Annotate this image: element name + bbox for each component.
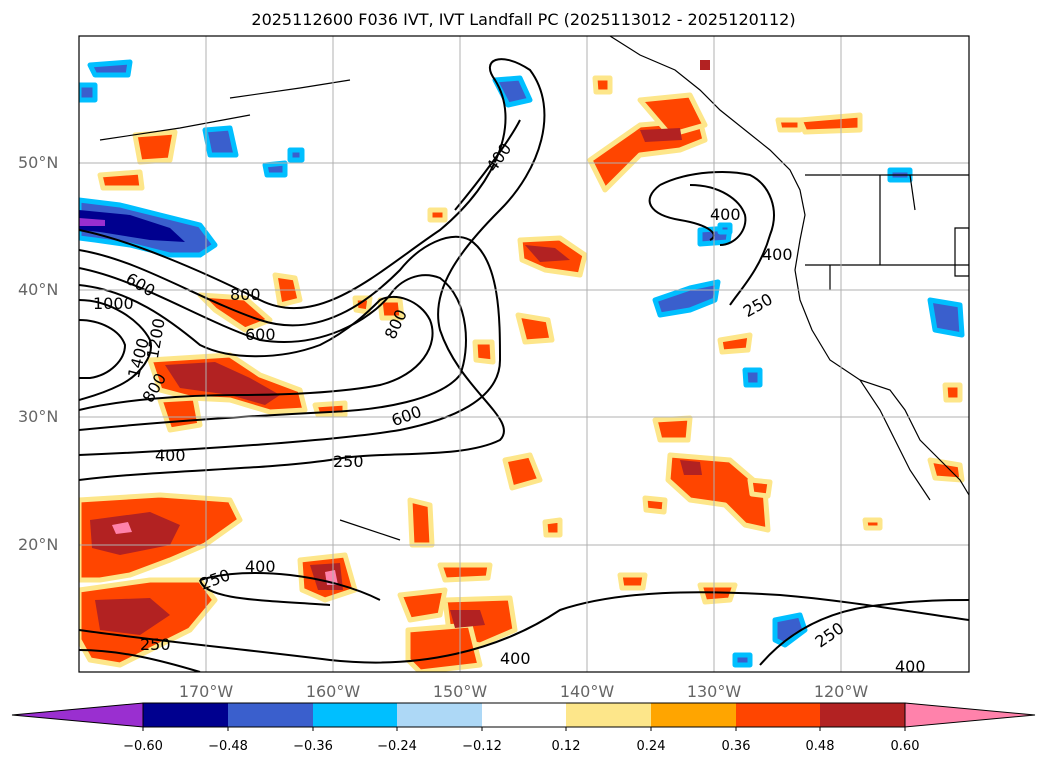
contour-label: 1000 [93, 294, 134, 313]
colorbar-tick-label: 0.12 [551, 739, 581, 754]
colorbar-tick-label: −0.24 [377, 739, 417, 754]
contour-label: 400 [895, 657, 926, 676]
contour-label: 250 [140, 635, 171, 654]
colorbar-segment [651, 703, 736, 727]
colorbar-tick-label: −0.60 [123, 739, 163, 754]
contour-label: 250 [812, 618, 848, 651]
colorbar-segment [313, 703, 397, 727]
contour-label: 400 [155, 446, 186, 465]
lon-label-140w: 140°W [559, 682, 615, 701]
lat-label-20n: 20°N [18, 535, 59, 554]
colorbar-tick-label: −0.12 [462, 739, 502, 754]
lat-label-40n: 40°N [18, 280, 59, 299]
lon-label-170w: 170°W [178, 682, 234, 701]
contour-label: 600 [245, 325, 276, 344]
colorbar-tick-label: 0.48 [805, 739, 835, 754]
colorbar-segment [736, 703, 820, 727]
colorbar-tick-label: −0.36 [293, 739, 333, 754]
colorbar-tick-label: 0.24 [636, 739, 666, 754]
contour-label: 250 [740, 289, 776, 321]
contour-label: 800 [230, 285, 261, 304]
colorbar-tick-label: −0.48 [208, 739, 248, 754]
contour-label: 250 [197, 565, 232, 593]
lon-label-130w: 130°W [686, 682, 742, 701]
coastline [99, 36, 969, 541]
plot-title: 2025112600 F036 IVT, IVT Landfall PC (20… [251, 10, 796, 29]
colorbar-segment [820, 703, 905, 727]
contour-label: 400 [500, 649, 531, 668]
contour-label: 1200 [143, 317, 169, 360]
contour-labels: 400 400 400 400 400 400 400 600 600 600 … [93, 139, 926, 676]
contour-label: 250 [333, 452, 364, 471]
colorbar-tick-label: 0.36 [721, 739, 751, 754]
gridlines [79, 36, 969, 672]
colorbar-segment [482, 703, 566, 727]
colorbar [11, 702, 1036, 731]
lon-label-160w: 160°W [305, 682, 361, 701]
map-frame [78, 35, 970, 673]
colorbar-extend-high [904, 702, 1036, 728]
colorbar-segment [397, 703, 482, 727]
colorbar-segment [566, 703, 651, 727]
lat-label-50n: 50°N [18, 153, 59, 172]
lat-label-30n: 30°N [18, 407, 59, 426]
ivt-contours [79, 58, 969, 672]
contour-label: 400 [710, 205, 741, 224]
lon-label-120w: 120°W [813, 682, 869, 701]
map-area: 400 400 400 400 400 400 400 600 600 600 … [79, 36, 969, 676]
contour-label: 400 [245, 557, 276, 576]
colorbar-segment [143, 703, 228, 727]
lon-label-150w: 150°W [432, 682, 488, 701]
colorbar-segment [228, 703, 313, 727]
colorbar-extend-low [11, 702, 144, 728]
colorbar-tick-label: 0.60 [890, 739, 920, 754]
contour-label: 400 [762, 245, 793, 264]
